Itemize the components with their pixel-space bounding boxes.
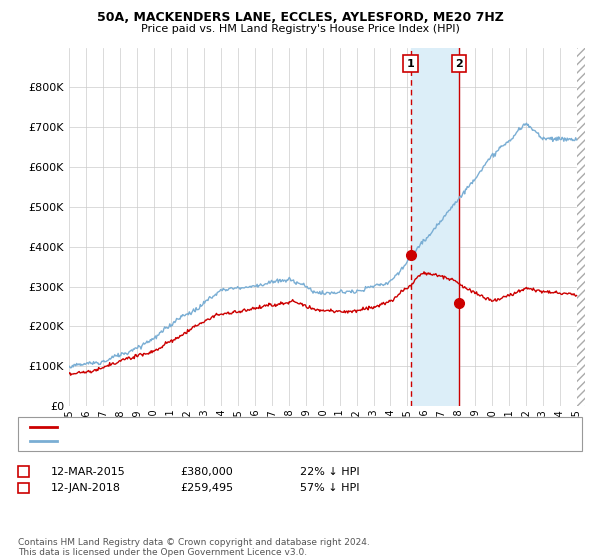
Text: HPI: Average price, detached house, Tonbridge and Malling: HPI: Average price, detached house, Tonb… [63,436,358,446]
Text: Contains HM Land Registry data © Crown copyright and database right 2024.
This d: Contains HM Land Registry data © Crown c… [18,538,370,557]
Text: 1: 1 [407,59,415,68]
Text: 50A, MACKENDERS LANE, ECCLES, AYLESFORD, ME20 7HZ: 50A, MACKENDERS LANE, ECCLES, AYLESFORD,… [97,11,503,24]
Text: 12-JAN-2018: 12-JAN-2018 [51,483,121,493]
Text: £380,000: £380,000 [180,466,233,477]
Text: 2: 2 [20,483,27,493]
Text: 57% ↓ HPI: 57% ↓ HPI [300,483,359,493]
Bar [577,48,585,406]
Text: 50A, MACKENDERS LANE, ECCLES, AYLESFORD, ME20 7HZ (detached house): 50A, MACKENDERS LANE, ECCLES, AYLESFORD,… [63,422,445,432]
Text: 2: 2 [455,59,463,68]
Text: 12-MAR-2015: 12-MAR-2015 [51,466,126,477]
Text: Price paid vs. HM Land Registry's House Price Index (HPI): Price paid vs. HM Land Registry's House … [140,24,460,34]
Bar [577,48,585,406]
Text: 1: 1 [20,466,27,477]
Text: £259,495: £259,495 [180,483,233,493]
Text: 22% ↓ HPI: 22% ↓ HPI [300,466,359,477]
Bar [410,48,459,406]
